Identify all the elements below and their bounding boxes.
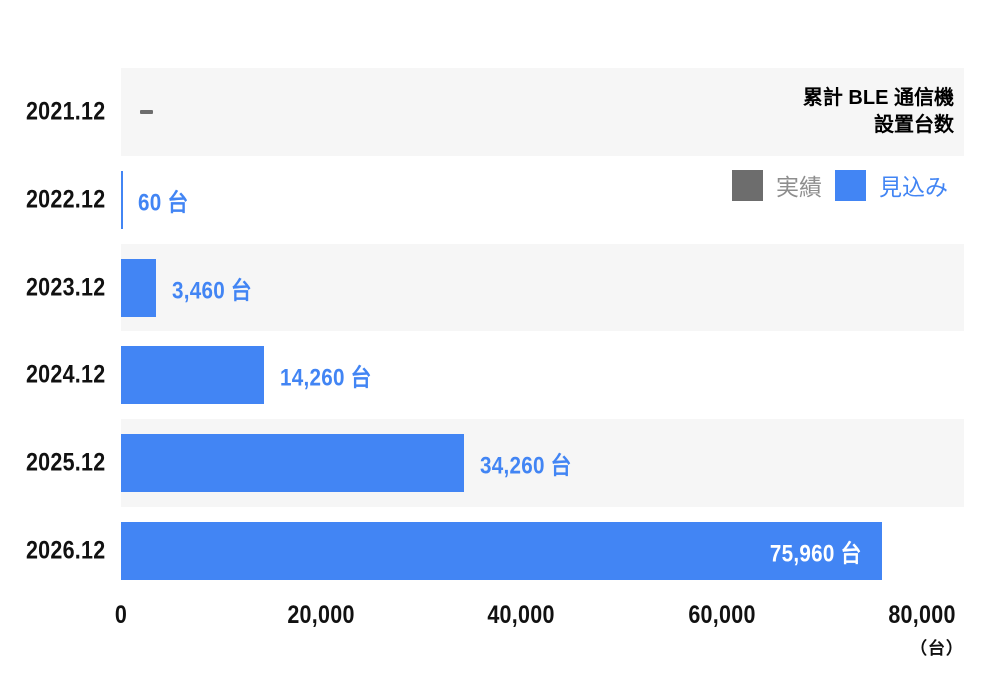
chart-title-line2: 設置台数	[874, 114, 954, 136]
value-label: 14,260 台	[279, 364, 372, 392]
x-axis: 0 20,000 40,000 60,000 80,000	[115, 601, 964, 635]
legend-label-actual: 実績	[776, 174, 822, 200]
row-2026-12: 2026.12 75,960 台	[25, 507, 964, 595]
category-label: 2024.12	[25, 360, 105, 389]
x-tick-80000: 80,000	[888, 601, 956, 629]
legend-label-forecast: 見込み	[879, 174, 948, 200]
category-label: 2026.12	[25, 536, 105, 565]
no-data-dash	[140, 109, 153, 114]
bar	[121, 434, 464, 493]
row-2022-12: 2022.12 60 台	[25, 156, 964, 244]
value-label: 75,960 台	[769, 540, 862, 568]
row-2025-12: 2025.12 34,260 台	[25, 419, 964, 508]
category-label: 2023.12	[25, 273, 105, 302]
x-tick-0: 0	[114, 601, 128, 629]
legend-swatch-forecast	[835, 169, 866, 201]
bar	[121, 522, 882, 581]
plot-area: 2021.12 2022.12 60 台 2023.12 3,460 台 202…	[25, 68, 964, 595]
chart-title-line1: 累計 BLE 通信機	[802, 87, 954, 109]
x-tick-20000: 20,000	[287, 601, 355, 629]
x-tick-40000: 40,000	[487, 601, 556, 629]
category-label: 2025.12	[25, 448, 105, 477]
category-label: 2021.12	[25, 97, 105, 126]
bar	[121, 346, 264, 405]
chart-title: 累計 BLE 通信機 設置台数	[803, 85, 954, 139]
row-2021-12: 2021.12	[25, 68, 964, 156]
value-label: 34,260 台	[480, 452, 572, 480]
x-axis-unit-label: （台）	[910, 639, 964, 658]
bar-rows: 2021.12 2022.12 60 台 2023.12 3,460 台 202…	[25, 68, 964, 595]
row-2023-12: 2023.12 3,460 台	[25, 243, 964, 332]
x-tick-60000: 60,000	[688, 601, 756, 629]
legend: 実績 見込み	[732, 168, 948, 202]
row-2024-12: 2024.12 14,260 台	[25, 331, 964, 419]
value-label: 3,460 台	[171, 277, 252, 305]
value-label: 60 台	[137, 189, 188, 217]
bar	[121, 258, 156, 317]
bar	[121, 170, 123, 229]
legend-swatch-actual	[732, 169, 763, 201]
category-label: 2022.12	[25, 185, 105, 214]
